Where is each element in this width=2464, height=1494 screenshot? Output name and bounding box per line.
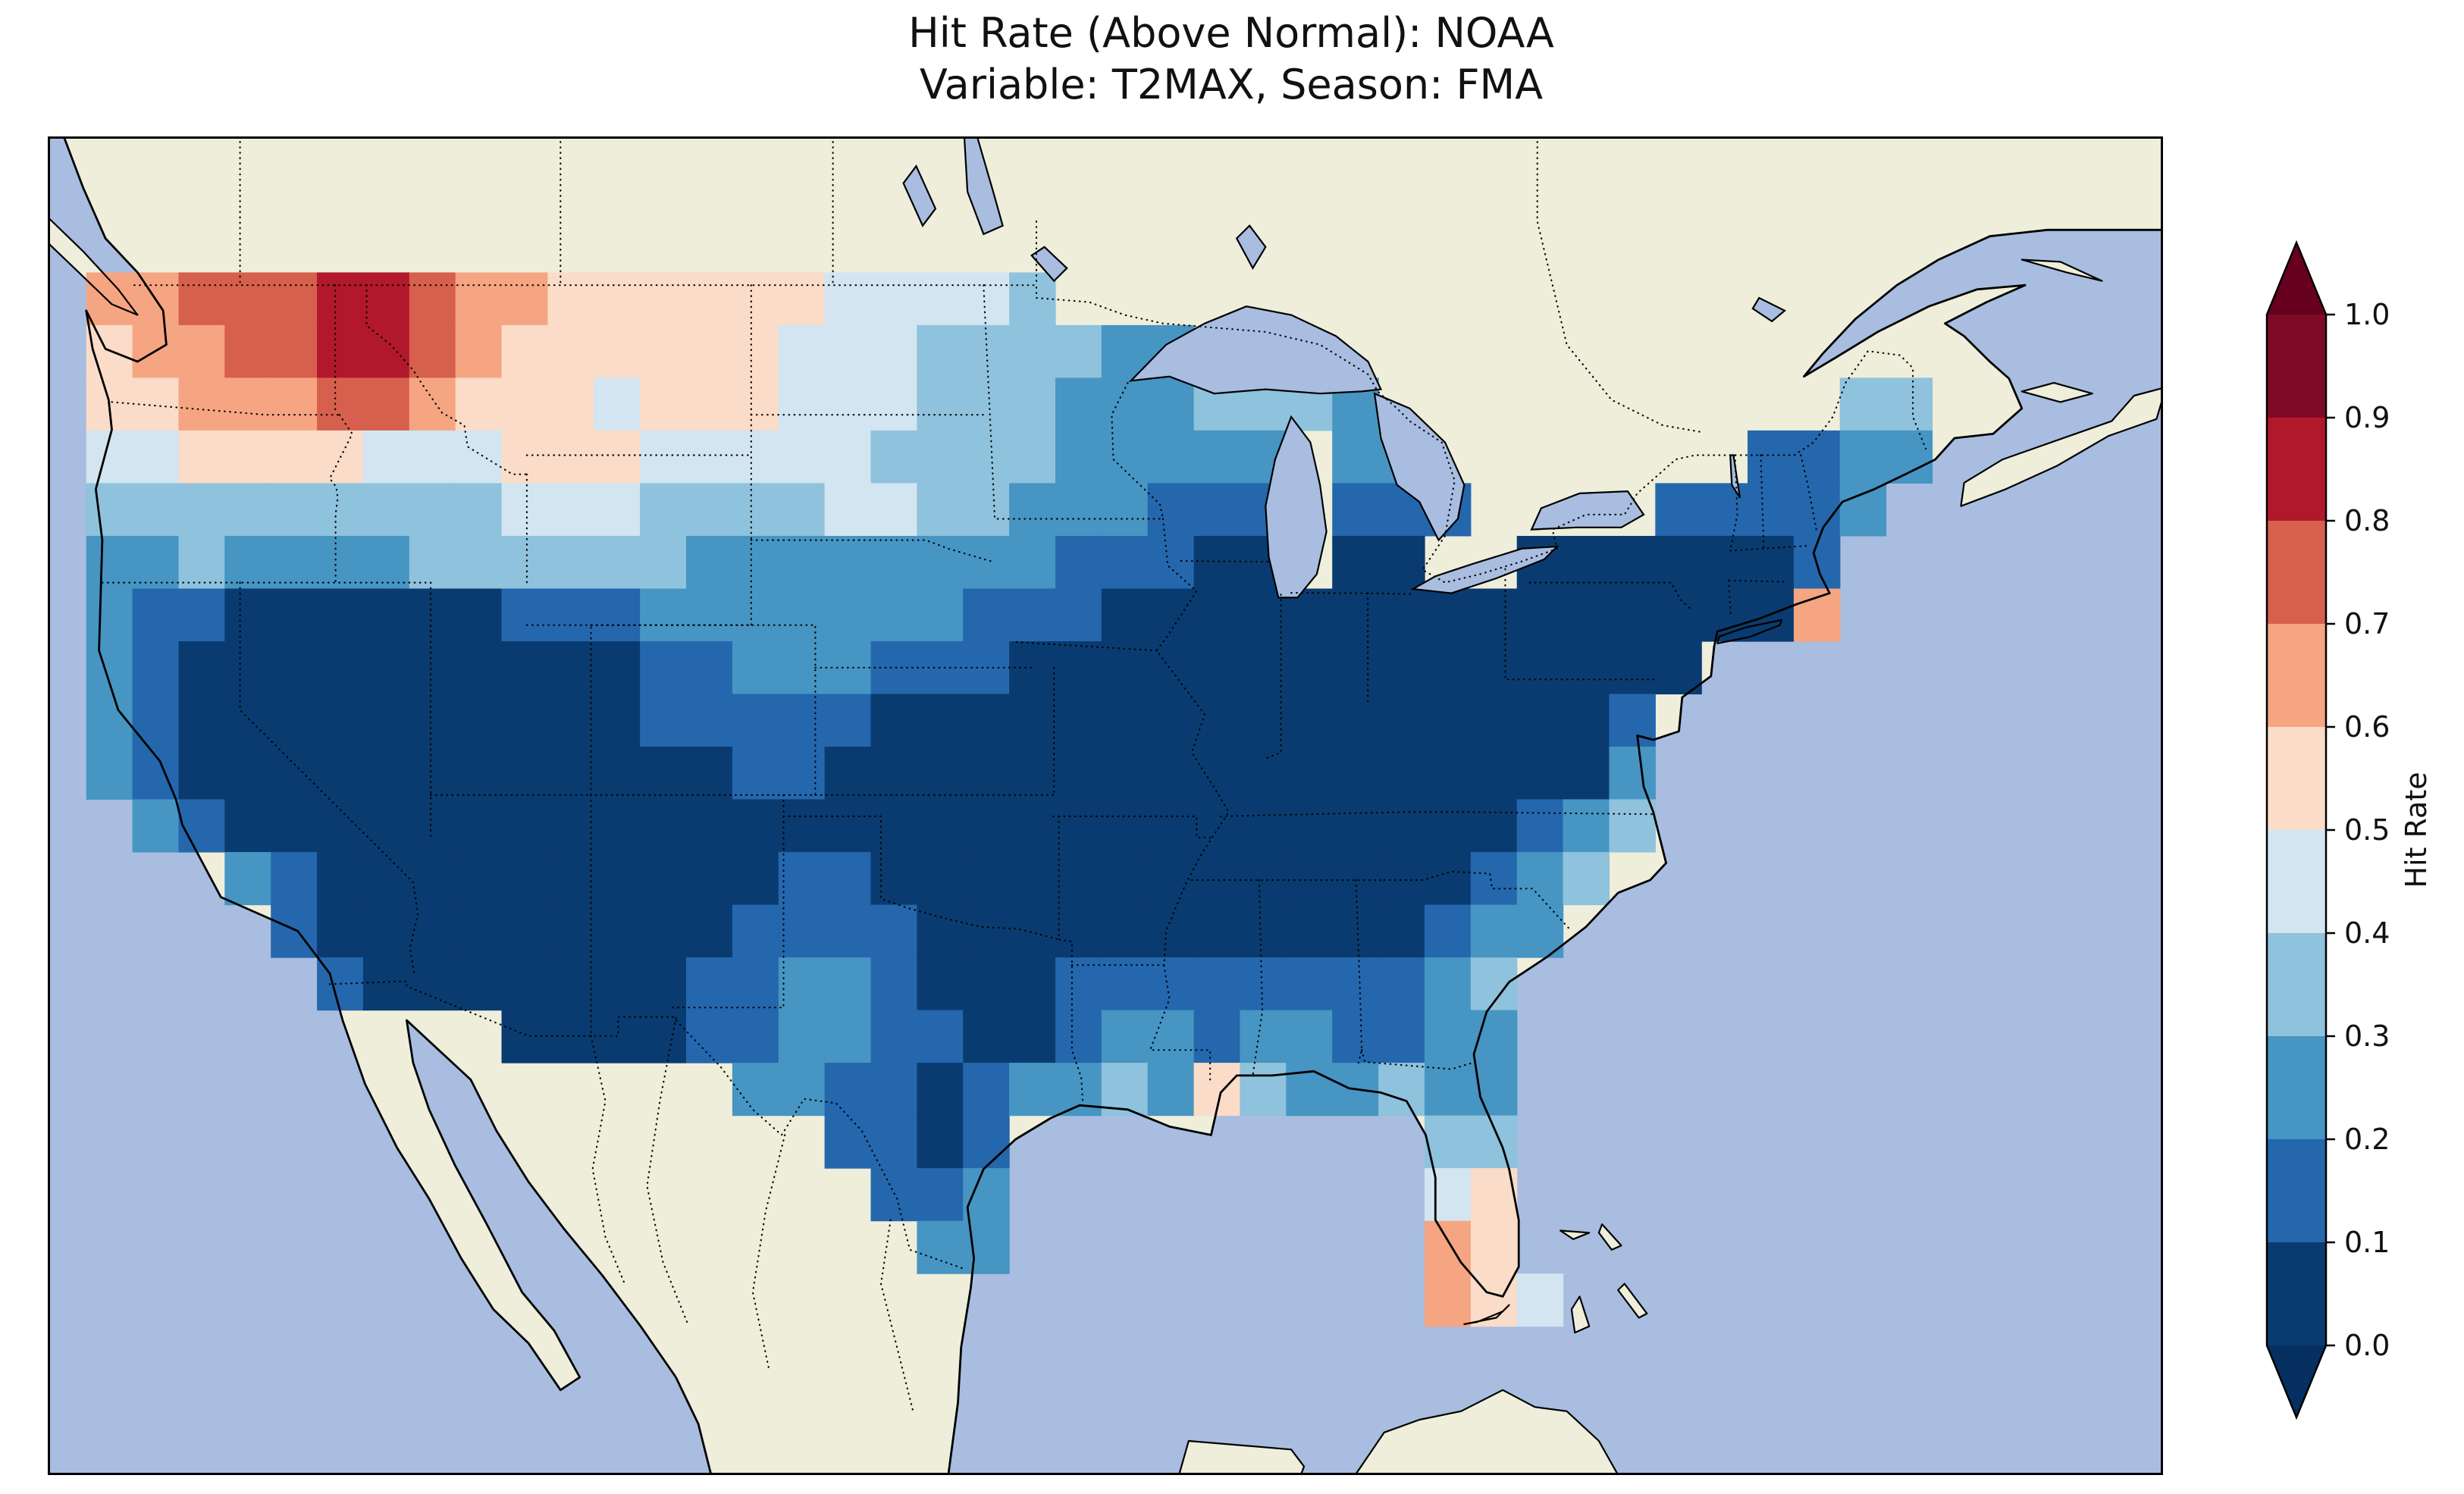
svg-text:0.3: 0.3 [2344,1019,2390,1053]
map-axes [48,136,2163,1475]
svg-text:0.7: 0.7 [2344,607,2390,641]
svg-text:Hit Rate: Hit Rate [2400,772,2433,888]
colorbar-svg: 1.0 0.9 0.8 0.7 0.6 0.5 0.4 0.3 0.2 0.1 0.0 Hit Rat… [2265,240,2433,1420]
svg-text:0.9: 0.9 [2344,401,2390,434]
svg-text:0.4: 0.4 [2344,916,2390,950]
colorbar: 1.0 0.9 0.8 0.7 0.6 0.5 0.4 0.3 0.2 0.1 0.0 Hit Rat… [2256,235,2464,1433]
us-hit-rate-map [48,136,2163,1475]
svg-text:1.0: 1.0 [2344,298,2390,331]
chart-title: Hit Rate (Above Normal): NOAA Variable: … [908,8,1554,110]
chart-title-line2: Variable: T2MAX, Season: FMA [919,60,1544,108]
svg-text:0.1: 0.1 [2344,1226,2390,1259]
svg-text:0.6: 0.6 [2344,710,2390,744]
svg-text:0.2: 0.2 [2344,1123,2390,1156]
svg-text:0.8: 0.8 [2344,504,2390,537]
svg-text:0.0: 0.0 [2344,1329,2390,1362]
svg-text:0.5: 0.5 [2344,813,2390,847]
chart-title-line1: Hit Rate (Above Normal): NOAA [908,9,1554,57]
